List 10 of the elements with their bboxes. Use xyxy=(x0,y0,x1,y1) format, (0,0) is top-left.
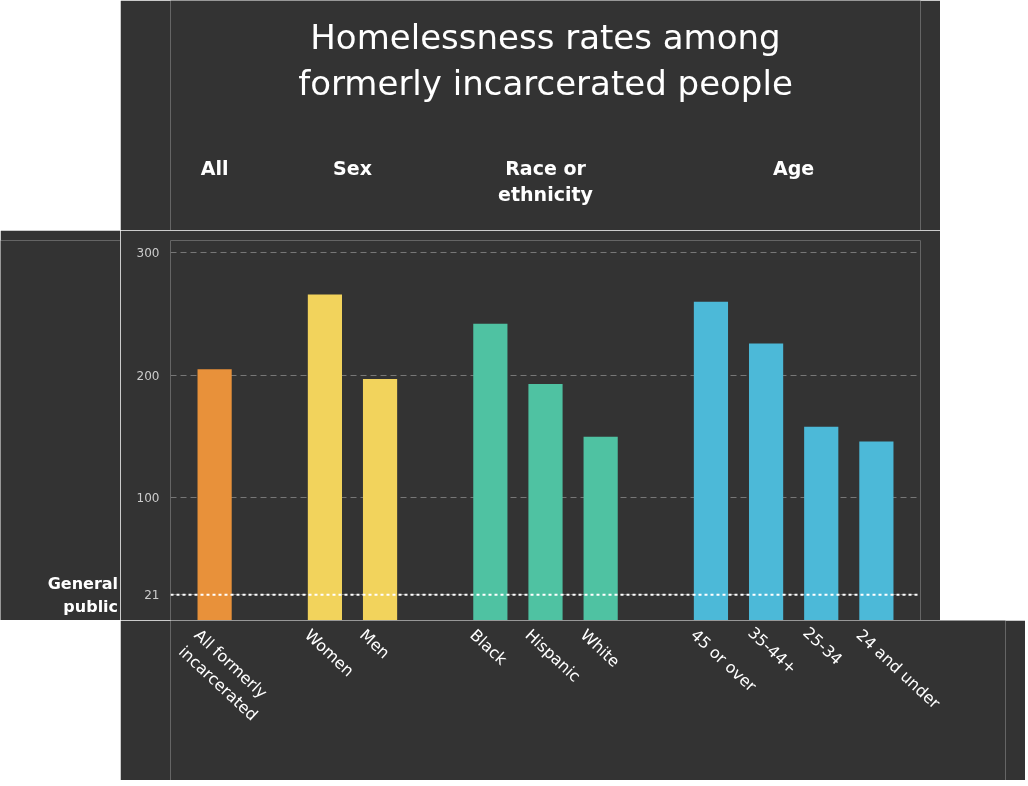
y-tick-label: 100 xyxy=(136,491,160,506)
text: Age xyxy=(773,156,815,179)
text: Sex xyxy=(333,156,372,179)
text: Race or ethnicity xyxy=(498,156,594,206)
ref-line-label: General public xyxy=(47,573,119,616)
y-tick-label: 200 xyxy=(136,368,160,383)
chart-title: Homelessness rates among formerly incarcerated people xyxy=(298,16,793,103)
y-tick-label: 300 xyxy=(136,246,160,261)
y-tick-label: 21 xyxy=(144,588,160,603)
text: All xyxy=(200,156,229,179)
